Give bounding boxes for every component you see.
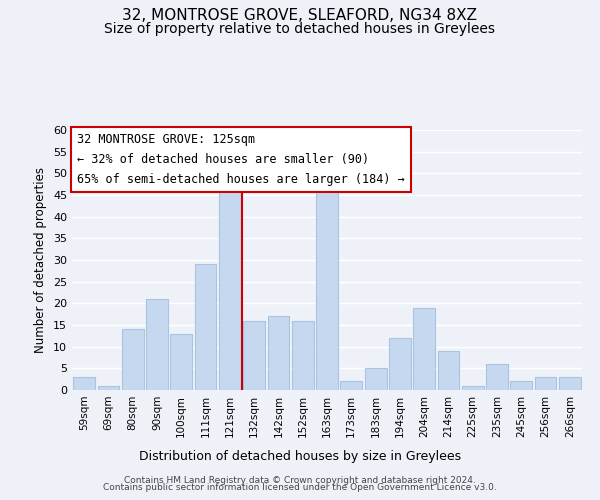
Bar — [268, 316, 289, 390]
Bar — [243, 320, 265, 390]
Bar — [194, 264, 217, 390]
Text: 32 MONTROSE GROVE: 125sqm
← 32% of detached houses are smaller (90)
65% of semi-: 32 MONTROSE GROVE: 125sqm ← 32% of detac… — [77, 132, 405, 186]
Bar — [413, 308, 435, 390]
Bar — [340, 382, 362, 390]
Bar — [316, 178, 338, 390]
Bar — [535, 377, 556, 390]
Text: Size of property relative to detached houses in Greylees: Size of property relative to detached ho… — [104, 22, 496, 36]
Y-axis label: Number of detached properties: Number of detached properties — [34, 167, 47, 353]
Bar — [292, 320, 314, 390]
Text: Distribution of detached houses by size in Greylees: Distribution of detached houses by size … — [139, 450, 461, 463]
Bar — [219, 186, 241, 390]
Bar — [511, 382, 532, 390]
Bar — [437, 351, 460, 390]
Bar — [97, 386, 119, 390]
Text: Contains public sector information licensed under the Open Government Licence v3: Contains public sector information licen… — [103, 484, 497, 492]
Bar — [146, 299, 168, 390]
Bar — [365, 368, 386, 390]
Bar — [559, 377, 581, 390]
Text: 32, MONTROSE GROVE, SLEAFORD, NG34 8XZ: 32, MONTROSE GROVE, SLEAFORD, NG34 8XZ — [122, 8, 478, 22]
Bar — [170, 334, 192, 390]
Bar — [486, 364, 508, 390]
Bar — [462, 386, 484, 390]
Text: Contains HM Land Registry data © Crown copyright and database right 2024.: Contains HM Land Registry data © Crown c… — [124, 476, 476, 485]
Bar — [389, 338, 411, 390]
Bar — [73, 377, 95, 390]
Bar — [122, 330, 143, 390]
